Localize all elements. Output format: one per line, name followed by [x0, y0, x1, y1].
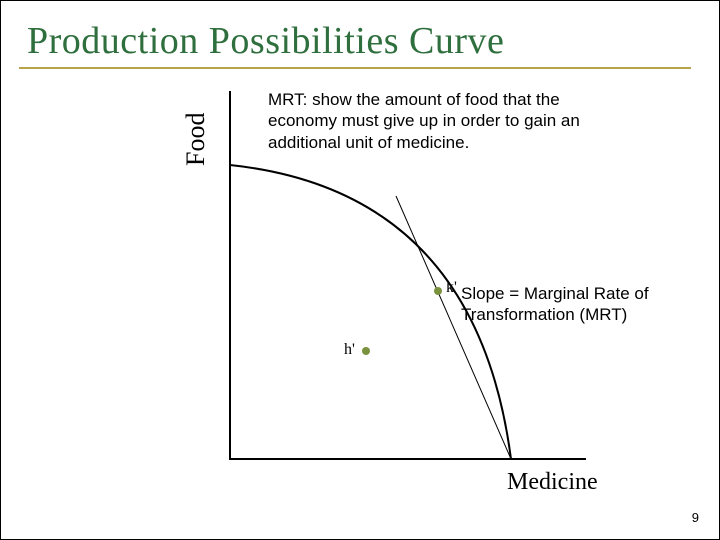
- point-k-label: k': [446, 279, 457, 297]
- ppc-chart: [216, 91, 586, 471]
- title-underline: [19, 67, 691, 69]
- slide-title: Production Possibilities Curve: [1, 1, 719, 67]
- point-h-label: h': [344, 341, 355, 359]
- axes-path: [230, 91, 586, 459]
- y-axis-label: Food: [181, 113, 211, 166]
- point-k: [434, 287, 442, 295]
- point-h: [362, 347, 370, 355]
- page-number: 9: [692, 510, 699, 525]
- slope-annotation: Slope = Marginal Rate of Transformation …: [461, 283, 681, 326]
- tangent-line: [396, 196, 511, 459]
- x-axis-label: Medicine: [507, 469, 598, 496]
- slide: Production Possibilities Curve Food MRT:…: [0, 0, 720, 540]
